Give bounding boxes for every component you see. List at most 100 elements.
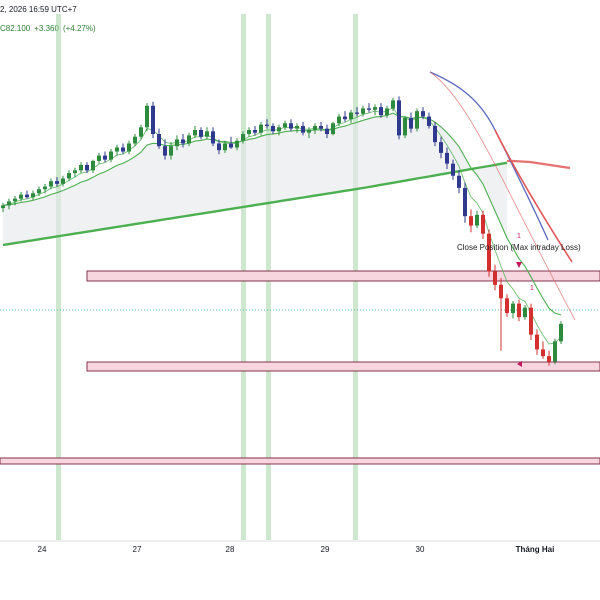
candle[interactable] [295, 123, 299, 133]
candle[interactable] [217, 139, 221, 155]
candle[interactable] [523, 305, 527, 320]
candle[interactable] [397, 96, 401, 140]
candle[interactable] [421, 107, 425, 120]
candle[interactable] [547, 350, 551, 366]
trade-marker-label[interactable]: 1 [517, 233, 521, 240]
candle[interactable] [487, 229, 491, 277]
candle[interactable] [481, 210, 485, 240]
candle[interactable] [403, 116, 407, 139]
candle[interactable] [469, 209, 473, 233]
candle[interactable] [433, 121, 437, 147]
candle[interactable] [355, 107, 359, 117]
candle[interactable] [505, 294, 509, 318]
candle[interactable] [133, 134, 137, 147]
candle[interactable] [61, 175, 65, 187]
candle[interactable] [19, 191, 23, 202]
candle[interactable] [169, 142, 173, 160]
candle[interactable] [367, 103, 371, 113]
candle[interactable] [259, 121, 263, 136]
candle[interactable] [73, 167, 77, 178]
support-resistance-zones[interactable] [0, 270, 600, 465]
candle[interactable] [229, 136, 233, 149]
candle[interactable] [559, 321, 563, 345]
candle[interactable] [361, 105, 365, 117]
candle[interactable] [283, 120, 287, 130]
candle[interactable] [79, 162, 83, 174]
candle[interactable] [427, 112, 431, 129]
candle[interactable] [211, 127, 215, 147]
price-zone[interactable] [86, 270, 600, 282]
candle[interactable] [265, 119, 269, 129]
candle[interactable] [205, 127, 209, 140]
candle[interactable] [391, 97, 395, 112]
candle[interactable] [451, 159, 455, 180]
candle[interactable] [241, 131, 245, 144]
candle[interactable] [91, 159, 95, 174]
candle[interactable] [31, 190, 35, 200]
candle[interactable] [115, 144, 119, 156]
candle[interactable] [319, 121, 323, 132]
candle[interactable] [247, 127, 251, 137]
candle[interactable] [343, 111, 347, 122]
candle[interactable] [271, 123, 275, 135]
candle[interactable] [409, 112, 413, 133]
candle[interactable] [307, 127, 311, 139]
sell-arrow-icon[interactable] [516, 262, 522, 268]
candle[interactable] [13, 195, 17, 206]
candle[interactable] [1, 202, 5, 213]
candle[interactable] [289, 119, 293, 132]
candle[interactable] [67, 170, 71, 182]
price-zone[interactable] [0, 457, 600, 465]
candle[interactable] [313, 123, 317, 135]
candle[interactable] [253, 125, 257, 136]
candle[interactable] [475, 210, 479, 229]
candle[interactable] [349, 109, 353, 124]
candle[interactable] [535, 329, 539, 355]
candle[interactable] [187, 132, 191, 147]
trade-marker-label[interactable]: 1 [530, 285, 534, 292]
candle[interactable] [511, 300, 515, 319]
candle[interactable] [139, 124, 143, 140]
candle[interactable] [157, 128, 161, 149]
candle[interactable] [373, 104, 377, 116]
price-zone[interactable] [86, 361, 600, 372]
candle[interactable] [175, 135, 179, 151]
candle[interactable] [193, 125, 197, 139]
candle[interactable] [163, 139, 167, 160]
candle[interactable] [109, 148, 113, 163]
candle[interactable] [499, 278, 503, 351]
candle[interactable] [325, 124, 329, 139]
candle[interactable] [37, 186, 41, 196]
candle[interactable] [145, 103, 149, 132]
candle[interactable] [529, 303, 533, 340]
candle[interactable] [553, 338, 557, 365]
candle[interactable] [55, 177, 59, 187]
candle[interactable] [415, 108, 419, 132]
candle[interactable] [199, 127, 203, 140]
candle[interactable] [277, 124, 281, 136]
candle[interactable] [517, 299, 521, 322]
candle[interactable] [49, 178, 53, 190]
candle[interactable] [223, 140, 227, 153]
candle[interactable] [379, 103, 383, 118]
candle[interactable] [445, 147, 449, 170]
candle[interactable] [97, 152, 101, 164]
candle[interactable] [43, 183, 47, 194]
candle[interactable] [181, 134, 185, 148]
candle[interactable] [463, 182, 467, 223]
candle[interactable] [127, 140, 131, 155]
trade-markers[interactable]: 11 [516, 233, 534, 367]
candle[interactable] [457, 170, 461, 194]
candle[interactable] [439, 136, 443, 159]
candle[interactable] [493, 264, 497, 291]
candle[interactable] [85, 162, 89, 174]
candle[interactable] [151, 101, 155, 139]
candle[interactable] [541, 341, 545, 359]
candle[interactable] [7, 198, 11, 210]
candle[interactable] [25, 190, 29, 199]
candle[interactable] [301, 121, 305, 136]
candle[interactable] [337, 113, 341, 126]
candle[interactable] [385, 105, 389, 118]
candle[interactable] [121, 143, 125, 155]
